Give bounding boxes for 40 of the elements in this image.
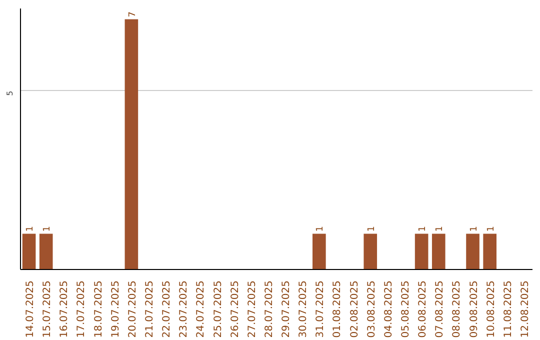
- x-tick-label: 03.08.2025: [366, 280, 378, 338]
- x-tick-label: 06.08.2025: [418, 280, 429, 338]
- x-tick-label: 25.07.2025: [212, 280, 224, 338]
- x-tick-label: 18.07.2025: [93, 280, 104, 338]
- x-tick-label: 11.08.2025: [502, 280, 514, 338]
- x-tick-label: 20.07.2025: [127, 280, 138, 338]
- x-tick-label: 19.07.2025: [110, 280, 122, 338]
- data-label: 7: [128, 11, 138, 18]
- x-tick-label: 02.08.2025: [349, 280, 360, 338]
- x-tick-label: 12.08.2025: [520, 280, 531, 338]
- x-tick-label: 22.07.2025: [162, 280, 173, 338]
- x-tick-label: 31.07.2025: [315, 280, 326, 338]
- data-label: 1: [469, 226, 480, 232]
- data-label: 1: [26, 226, 36, 232]
- data-label: 1: [435, 226, 446, 232]
- x-tick-label: 30.07.2025: [298, 280, 310, 338]
- x-tick-label: 28.07.2025: [264, 280, 275, 338]
- x-tick-label: 29.07.2025: [281, 280, 292, 338]
- x-tick-label: 05.08.2025: [400, 280, 412, 338]
- x-tick-label: 16.07.2025: [59, 280, 70, 338]
- data-label: 1: [42, 226, 53, 232]
- data-label: 1: [418, 226, 428, 232]
- x-tick-label: 09.08.2025: [468, 280, 480, 338]
- data-label: 1: [486, 226, 496, 232]
- x-tick-label: 10.08.2025: [486, 280, 497, 338]
- x-tick-label: 08.08.2025: [452, 280, 463, 338]
- x-tick-label: 23.07.2025: [178, 280, 190, 338]
- x-tick-label: 26.07.2025: [230, 280, 241, 338]
- x-tick-label: 04.08.2025: [383, 280, 394, 338]
- x-tick-label: 27.07.2025: [246, 280, 258, 338]
- y-tick-label: 5: [6, 90, 14, 96]
- data-label: 1: [316, 226, 326, 232]
- x-tick-label: 17.07.2025: [76, 280, 88, 338]
- x-tick-label: 14.07.2025: [25, 280, 36, 338]
- x-tick-label: 07.08.2025: [434, 280, 446, 338]
- x-tick-label: 21.07.2025: [144, 280, 156, 338]
- data-label: 1: [366, 226, 377, 232]
- x-tick-label: 24.07.2025: [196, 280, 207, 338]
- x-tick-label: 01.08.2025: [332, 280, 344, 338]
- x-tick-label: 15.07.2025: [42, 280, 54, 338]
